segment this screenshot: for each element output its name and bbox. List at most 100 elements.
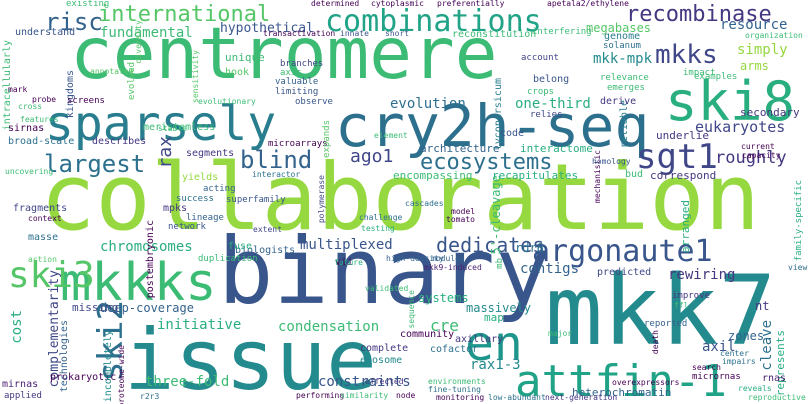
word-lineage: lineage (186, 213, 224, 223)
word-extent: extent (253, 225, 282, 234)
word-death: death (651, 330, 660, 355)
word-reliable: reliable (619, 100, 630, 149)
word-sequence: sequence (407, 290, 416, 329)
word-family-specific: family-specific (794, 180, 804, 262)
word-international: international (98, 2, 271, 27)
word-capacity: capacity (742, 151, 781, 160)
word-one-third: one-third (515, 96, 591, 112)
word-validated: validated (365, 284, 409, 293)
word-modules: modules (431, 254, 465, 263)
word-view: view (788, 263, 808, 272)
word-fuse: fuse (228, 241, 253, 252)
word-stable: stable (158, 124, 187, 133)
word-performing: performing (296, 391, 345, 400)
word-resource: resource (720, 17, 788, 33)
word-prokaryotic: prokaryotic (50, 372, 117, 383)
word-roughly: roughly (715, 148, 787, 168)
word-systems: systems (418, 291, 469, 305)
word-superfamily: superfamily (226, 195, 286, 205)
word-high-density: high-density (386, 254, 444, 263)
word-emerges: emerges (607, 83, 645, 93)
word-blind: blind (240, 146, 313, 174)
word-meristemless: meristemless (143, 122, 216, 133)
word-short: short (385, 29, 410, 38)
word-context: context (28, 214, 62, 223)
word-solanum: solanum (603, 41, 641, 51)
word-binary: binary (218, 218, 551, 325)
word-contigs: contigs (520, 261, 580, 277)
word-axis: axis (280, 68, 302, 78)
word-apetala2-ethylene: apetala2/ethylene (547, 0, 629, 8)
word-node: node (396, 391, 416, 400)
word-risc: risc (45, 8, 103, 36)
word-mkk-mpk: mkk-mpk (593, 51, 653, 67)
word-simply: simply (737, 42, 788, 58)
word-technologies: technologies (59, 320, 70, 393)
word-screens: screens (67, 96, 105, 106)
word-unique: unique (225, 51, 265, 64)
word-model: model (451, 207, 476, 216)
word-mb: mb (495, 258, 505, 269)
word-ffl: ffl (674, 301, 689, 310)
word-encompassing: encompassing (393, 169, 473, 182)
word-sparsely: sparsely (45, 96, 277, 152)
word-uncovering: uncovering (5, 167, 54, 176)
word-similarity: similarity (340, 391, 389, 400)
word-initiative: initiative (157, 317, 242, 333)
word-ecosystems: ecosystems (420, 150, 553, 175)
word-understand: understand (15, 27, 76, 38)
word-hypothetical: hypothetical (220, 21, 314, 36)
word-ago1: ago1 (350, 146, 394, 167)
word-relevance: relevance (600, 73, 649, 83)
word-map: map (484, 311, 504, 324)
word-transactivation: transactivation (263, 29, 336, 38)
word-biologists: biologists (235, 245, 296, 256)
word-success: success (176, 194, 214, 204)
word-search: search (692, 363, 721, 372)
word-ski8: ski8 (665, 70, 796, 133)
word-cry2h-seq: cry2h-seq (335, 92, 650, 160)
word-acting: acting (203, 184, 236, 194)
word-innate: innate (340, 29, 369, 38)
word-broad-scale: broad-scale (8, 136, 75, 147)
word-element: element (374, 131, 408, 140)
word-derive: derive (600, 96, 637, 107)
word-features: features (20, 115, 59, 124)
word-center: center (720, 349, 749, 358)
word-rax: rax (155, 136, 176, 169)
word-heterochromatin: heterochromatin (572, 386, 672, 399)
word-monitoring: monitoring (436, 393, 485, 402)
word-observe: observe (295, 97, 333, 107)
word-cre: cre (430, 316, 459, 335)
word-cascades: cascades (405, 199, 444, 208)
word-effected: effected (365, 377, 404, 386)
word-relies: relies (530, 110, 563, 120)
word-architecture: architecture (420, 142, 500, 155)
word-recombinase: recombinase (626, 2, 772, 27)
word-postembryonic: postembryonic (145, 220, 156, 299)
word-en: en (465, 316, 523, 372)
word-reported: reported (644, 319, 688, 329)
word-missing: missing (72, 301, 119, 314)
word-underlie: underlie (656, 129, 709, 142)
word-eukaryotes: eukaryotes (695, 118, 786, 136)
word-mkk7: mkk7 (545, 255, 777, 367)
word-represents: represents (774, 330, 787, 397)
word-impact: impact (683, 68, 716, 78)
word-arms: arms (740, 59, 769, 73)
word-testing: testing (361, 224, 395, 233)
word-kingdoms: kingdoms (65, 70, 76, 119)
word-largest: largest (44, 150, 146, 178)
word-megabases: megabases (586, 21, 652, 35)
word-correspond: correspond (650, 169, 717, 182)
word-action: action (28, 255, 57, 264)
word-masse: masse (28, 232, 59, 243)
word-r2r3: r2r3 (140, 392, 160, 401)
word-cleave: cleave (759, 320, 775, 371)
word-incompletely: incompletely (103, 330, 114, 403)
word-zones: zones (728, 329, 765, 343)
word-interfering: interfering (532, 27, 592, 37)
word-rewiring: rewiring (668, 267, 736, 283)
word-mpks: mpks (163, 203, 188, 214)
